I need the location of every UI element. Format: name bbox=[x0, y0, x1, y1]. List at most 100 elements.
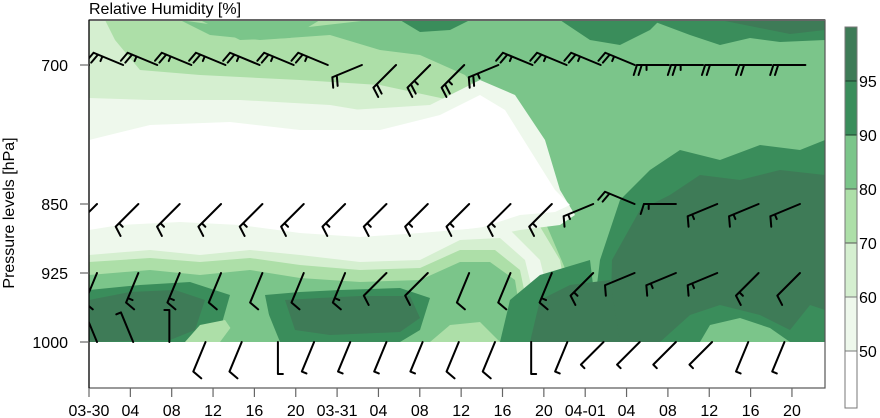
x-tick-label: 12 bbox=[700, 403, 718, 418]
wind-barb-icon bbox=[300, 341, 316, 375]
wind-barb-icon bbox=[163, 309, 171, 343]
x-tick-label: 12 bbox=[204, 403, 222, 418]
chart-title: Relative Humidity [%] bbox=[89, 1, 241, 18]
plot-area bbox=[89, 20, 825, 388]
wind-barb-icon bbox=[331, 64, 363, 89]
wind-barb-icon bbox=[89, 272, 98, 311]
colorbar-label-70: 70 bbox=[859, 236, 877, 253]
x-tick-label: 20 bbox=[783, 403, 801, 418]
x-tick-label: 12 bbox=[452, 403, 470, 418]
wind-barb-icon bbox=[528, 203, 553, 237]
y-tick-925: 925 bbox=[41, 266, 68, 283]
x-tick-label: 03-31 bbox=[317, 403, 358, 418]
x-tick-label: 20 bbox=[287, 403, 305, 418]
wind-barb-icon bbox=[89, 203, 98, 214]
wind-barb-icon bbox=[652, 341, 677, 370]
wind-barb-icon bbox=[686, 272, 719, 297]
wind-barb-icon bbox=[735, 64, 773, 76]
wind-barb-icon bbox=[569, 272, 595, 306]
wind-barb-icon bbox=[776, 272, 801, 306]
wind-barb-icon bbox=[495, 51, 534, 66]
wind-barb-icon bbox=[406, 64, 432, 98]
colorbar-label-60: 60 bbox=[859, 290, 877, 307]
wind-barb-icon bbox=[467, 64, 500, 89]
wind-barb-icon bbox=[373, 341, 388, 375]
wind-barb-icon bbox=[529, 51, 568, 66]
wind-barb-icon bbox=[156, 203, 181, 237]
x-tick-label: 04 bbox=[370, 403, 388, 418]
wind-barb-icon bbox=[166, 272, 181, 311]
wind-barb-icon bbox=[362, 203, 388, 237]
x-tick-label: 20 bbox=[535, 403, 553, 418]
wind-barb-icon bbox=[639, 203, 677, 215]
wind-barb-icon bbox=[409, 341, 424, 375]
wind-barb-icon bbox=[632, 64, 670, 76]
wind-barbs bbox=[89, 51, 807, 380]
wind-barb-icon bbox=[455, 272, 471, 311]
wind-barb-icon bbox=[538, 272, 553, 311]
colorbar-label-90: 90 bbox=[859, 128, 877, 145]
wind-barb-icon bbox=[645, 272, 677, 297]
x-tick-label: 16 bbox=[246, 403, 264, 418]
wind-barb-icon bbox=[700, 64, 739, 76]
x-axis: 03-30 04 08 12 16 20 03-31 04 08 12 16 20 04-01 04 08 1… bbox=[69, 388, 801, 418]
wind-barb-icon bbox=[290, 272, 305, 311]
colorbar: 95 90 80 70 60 50 bbox=[844, 26, 877, 409]
wind-barb-icon bbox=[554, 341, 569, 375]
wind-barb-icon bbox=[404, 272, 429, 306]
wind-barb-icon bbox=[497, 272, 512, 311]
colorbar-label-95: 95 bbox=[859, 74, 877, 91]
wind-barb-icon bbox=[734, 272, 760, 306]
wind-barb-icon bbox=[249, 272, 264, 311]
wind-barb-icon bbox=[440, 64, 466, 98]
wind-barb-icon bbox=[445, 203, 471, 237]
wind-barb-icon bbox=[290, 51, 329, 66]
wind-barb-icon bbox=[372, 64, 398, 98]
wind-barb-icon bbox=[153, 51, 193, 66]
wind-barb-icon bbox=[192, 341, 207, 380]
y-tick-700: 700 bbox=[41, 58, 68, 75]
wind-barb-icon bbox=[362, 272, 388, 306]
wind-barb-icon bbox=[688, 341, 714, 370]
wind-barb-icon bbox=[562, 203, 595, 228]
wind-barb-icon bbox=[481, 341, 496, 380]
wind-barb-icon bbox=[597, 51, 636, 66]
wind-barb-icon bbox=[276, 341, 284, 375]
wind-barb-icon bbox=[486, 203, 512, 237]
x-tick-label: 08 bbox=[411, 403, 429, 418]
y-axis-label: Pressure levels [hPa] bbox=[1, 137, 18, 288]
wind-barb-icon bbox=[735, 341, 750, 375]
wind-barb-icon bbox=[256, 51, 295, 66]
wind-barb-icon bbox=[197, 203, 223, 237]
rh-contour-fill bbox=[89, 20, 825, 388]
x-tick-label: 04 bbox=[618, 403, 636, 418]
wind-barb-icon bbox=[280, 203, 305, 237]
wind-barb-icon bbox=[337, 341, 352, 375]
wind-barb-icon bbox=[686, 203, 719, 228]
x-tick-label: 16 bbox=[742, 403, 760, 418]
wind-barb-icon bbox=[771, 341, 786, 375]
x-tick-label: 08 bbox=[163, 403, 181, 418]
y-tick-1000: 1000 bbox=[32, 335, 68, 352]
wind-barb-icon bbox=[238, 203, 264, 237]
y-axis: 700 850 925 1000 Pressure levels [hPa] bbox=[1, 58, 89, 352]
wind-barb-icon bbox=[119, 51, 159, 66]
wind-barb-icon bbox=[530, 341, 538, 375]
wind-barb-icon bbox=[404, 203, 429, 237]
wind-barb-icon bbox=[769, 64, 807, 76]
colorbar-label-80: 80 bbox=[859, 182, 877, 199]
colorbar-label-50: 50 bbox=[859, 344, 877, 361]
wind-barb-icon bbox=[321, 203, 347, 237]
wind-barb-icon bbox=[563, 51, 602, 66]
wind-barb-icon bbox=[769, 203, 801, 228]
x-tick-label: 03-30 bbox=[69, 403, 110, 418]
x-tick-label: 04-01 bbox=[565, 403, 606, 418]
wind-barb-icon bbox=[188, 51, 227, 66]
wind-barb-icon bbox=[603, 272, 636, 297]
wind-barb-icon bbox=[445, 341, 460, 380]
x-tick-label: 16 bbox=[494, 403, 512, 418]
wind-barb-icon bbox=[222, 51, 261, 66]
wind-barb-icon bbox=[616, 341, 641, 370]
x-tick-label: 08 bbox=[659, 403, 677, 418]
